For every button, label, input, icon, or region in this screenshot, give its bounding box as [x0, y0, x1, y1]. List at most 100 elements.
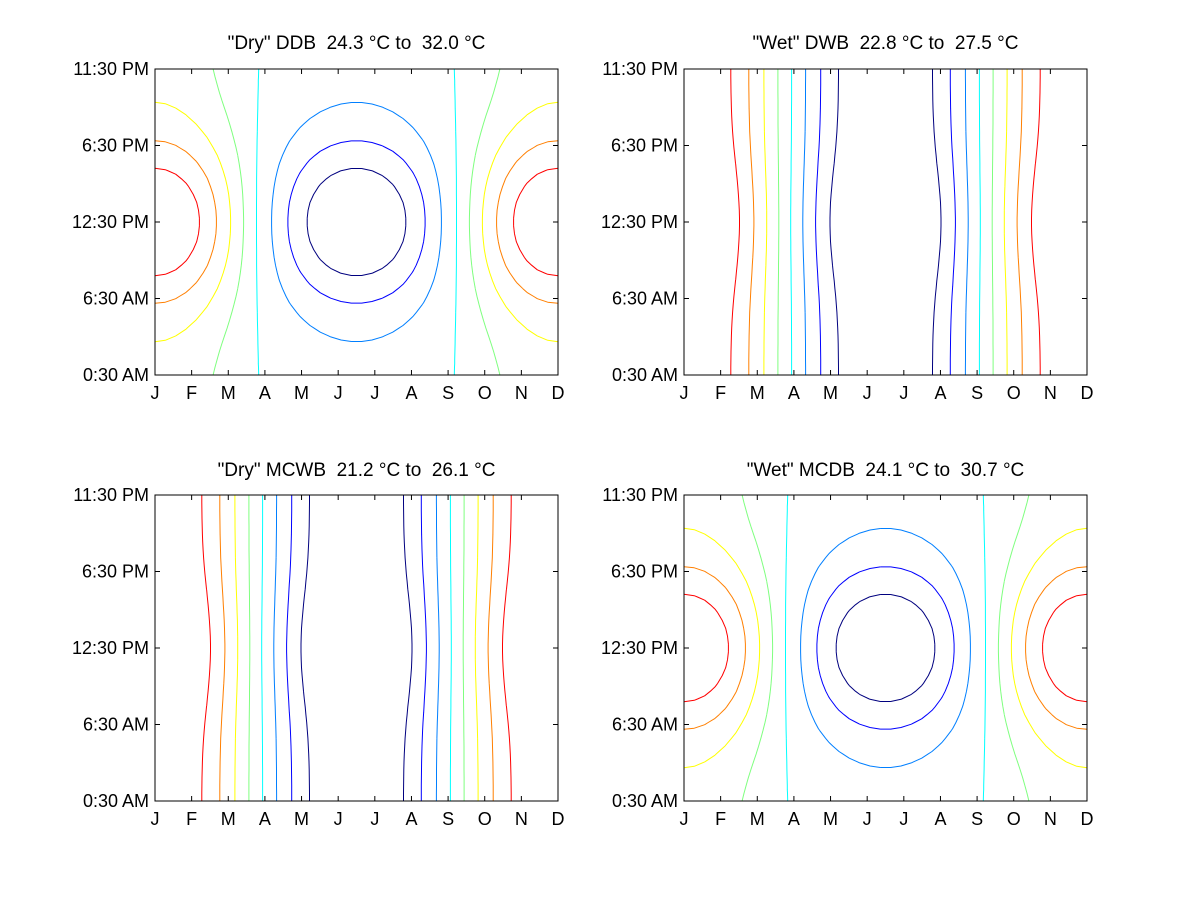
contour-line-6 — [154, 101, 559, 343]
axes-box — [683, 494, 1088, 802]
x-tick-label: J — [370, 383, 379, 403]
x-tick-label: J — [151, 383, 160, 403]
x-tick-label: F — [186, 383, 197, 403]
y-tick-label: 11:30 PM — [73, 485, 149, 505]
y-tick-label: 6:30 PM — [82, 562, 149, 582]
y-tick-label: 6:30 PM — [611, 562, 678, 582]
x-tick-label: J — [334, 383, 343, 403]
y-tick-label: 12:30 PM — [601, 638, 678, 658]
x-tick-label: D — [552, 809, 565, 829]
x-tick-label: D — [1081, 809, 1094, 829]
y-tick-label: 11:30 PM — [602, 59, 678, 79]
y-tick-label: 0:30 AM — [612, 791, 678, 811]
x-tick-label: N — [1044, 809, 1057, 829]
x-tick-label: J — [863, 809, 872, 829]
axes-box — [154, 494, 559, 802]
x-tick-label: O — [1007, 809, 1021, 829]
x-tick-label: A — [259, 809, 271, 829]
contour-line-3 — [273, 495, 440, 801]
axes-box — [154, 68, 559, 376]
contour-line-3 — [271, 102, 442, 342]
x-tick-label: A — [405, 809, 417, 829]
plot-title-2: "Wet" DWB 22.8 °C to 27.5 °C — [752, 33, 1019, 54]
contour-line-1 — [835, 594, 936, 702]
contour-line-7 — [748, 69, 1023, 375]
x-tick-label: M — [294, 809, 309, 829]
x-tick-label: J — [370, 809, 379, 829]
y-tick-label: 6:30 AM — [612, 289, 678, 309]
contour-line-6 — [763, 69, 1008, 375]
y-tick-label: 6:30 PM — [611, 136, 678, 156]
x-tick-label: S — [971, 809, 983, 829]
contour-line-8 — [683, 593, 1088, 703]
x-tick-label: J — [151, 809, 160, 829]
y-tick-label: 11:30 PM — [602, 485, 678, 505]
contour-line-2 — [286, 495, 427, 801]
x-tick-label: A — [405, 383, 417, 403]
contour-line-1 — [300, 495, 413, 801]
x-tick-label: M — [823, 809, 838, 829]
y-tick-label: 12:30 PM — [601, 212, 678, 232]
contour-line-4 — [785, 494, 986, 802]
contour-line-1 — [306, 168, 407, 276]
x-tick-label: O — [478, 383, 492, 403]
y-tick-label: 6:30 AM — [83, 715, 149, 735]
x-tick-label: S — [442, 809, 454, 829]
y-tick-label: 6:30 AM — [612, 715, 678, 735]
plot-3: J F M A M J J A S O N D 0:30 AM 6:30 AM 12:30 PM 6:30 P… — [72, 485, 565, 829]
x-tick-label: J — [899, 809, 908, 829]
x-tick-label: M — [221, 383, 236, 403]
x-tick-label: M — [750, 383, 765, 403]
x-tick-label: O — [1007, 383, 1021, 403]
x-tick-label: A — [788, 383, 800, 403]
y-tick-label: 6:30 AM — [83, 289, 149, 309]
x-tick-label: A — [788, 809, 800, 829]
plot-title-1: "Dry" DDB 24.3 °C to 32.0 °C — [227, 33, 486, 54]
x-tick-label: J — [863, 383, 872, 403]
contour-line-5 — [212, 68, 501, 376]
x-tick-label: J — [680, 383, 689, 403]
x-tick-label: N — [515, 809, 528, 829]
contour-line-1 — [829, 69, 942, 375]
contour-line-7 — [219, 495, 494, 801]
y-tick-label: 6:30 PM — [82, 136, 149, 156]
plot-title-3: "Dry" MCWB 21.2 °C to 26.1 °C — [217, 460, 496, 481]
x-tick-label: A — [259, 383, 271, 403]
x-tick-label: J — [899, 383, 908, 403]
x-tick-label: J — [680, 809, 689, 829]
x-tick-label: J — [334, 809, 343, 829]
contour-line-8 — [154, 167, 559, 277]
x-tick-label: N — [1044, 383, 1057, 403]
contour-line-8 — [201, 495, 512, 801]
plot-1: J F M A M J J A S O N D 0:30 AM 6:30 AM 12:30 PM 6:30 P… — [72, 59, 565, 403]
contour-line-2 — [287, 140, 426, 304]
contour-line-6 — [683, 527, 1088, 769]
x-tick-label: M — [823, 383, 838, 403]
contour-line-7 — [154, 140, 559, 304]
y-tick-label: 0:30 AM — [83, 791, 149, 811]
x-tick-label: A — [934, 809, 946, 829]
x-tick-label: F — [186, 809, 197, 829]
x-tick-label: S — [971, 383, 983, 403]
plot-2: J F M A M J J A S O N D 0:30 AM 6:30 AM 12:30 PM 6:30 P… — [601, 59, 1094, 403]
x-tick-label: F — [715, 383, 726, 403]
contour-line-5 — [248, 495, 465, 801]
contour-line-4 — [256, 68, 457, 376]
contour-line-5 — [777, 69, 994, 375]
y-tick-label: 12:30 PM — [72, 212, 149, 232]
contour-line-5 — [741, 494, 1030, 802]
y-tick-label: 0:30 AM — [612, 365, 678, 385]
contour-line-4 — [261, 495, 452, 801]
x-tick-label: O — [478, 809, 492, 829]
plot-4: J F M A M J J A S O N D 0:30 AM 6:30 AM 12:30 PM 6:30 P… — [601, 485, 1094, 829]
x-tick-label: M — [750, 809, 765, 829]
x-tick-label: F — [715, 809, 726, 829]
x-tick-label: S — [442, 383, 454, 403]
contour-line-7 — [683, 566, 1088, 730]
y-tick-label: 0:30 AM — [83, 365, 149, 385]
x-tick-label: D — [1081, 383, 1094, 403]
y-tick-label: 11:30 PM — [73, 59, 149, 79]
contour-line-6 — [234, 495, 479, 801]
